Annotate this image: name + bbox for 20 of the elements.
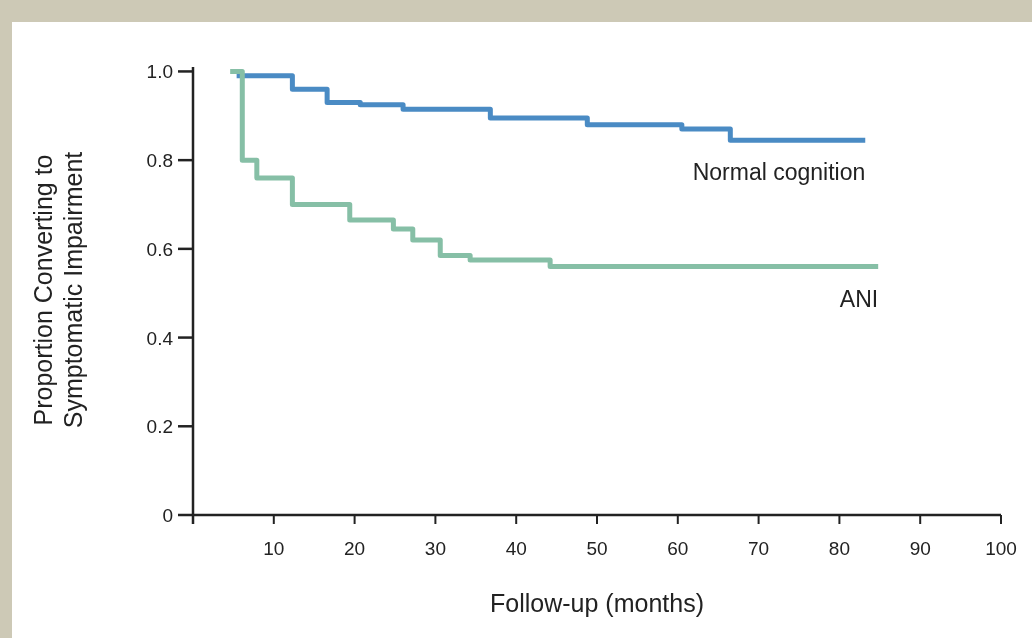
y-tick-label: 0 [162, 505, 173, 526]
x-tick-label: 70 [748, 538, 770, 559]
x-tick-label: 80 [828, 538, 850, 559]
series-label: Normal cognition [692, 159, 866, 186]
x-tick-label: 50 [586, 538, 608, 559]
x-tick-label: 90 [909, 538, 931, 559]
x-tick-label: 60 [667, 538, 689, 559]
y-tick-label: 0.6 [146, 238, 173, 260]
series-label: ANI [839, 285, 879, 312]
y-tick-label: 0.2 [146, 416, 173, 438]
x-tick-label: 100 [985, 538, 1017, 559]
x-tick-label: 10 [263, 538, 285, 559]
y-tick-label: 0.8 [146, 150, 173, 172]
x-tick-label: 40 [505, 538, 527, 559]
y-tick-label: 1.0 [146, 61, 173, 83]
x-tick-label: 30 [424, 538, 446, 559]
x-axis-title: Follow-up (months) [490, 589, 704, 617]
x-tick-label: 20 [344, 538, 366, 559]
y-tick-label: 0.4 [146, 327, 174, 349]
y-axis-title: Proportion Converting to Symptomatic Impairment [29, 151, 87, 429]
